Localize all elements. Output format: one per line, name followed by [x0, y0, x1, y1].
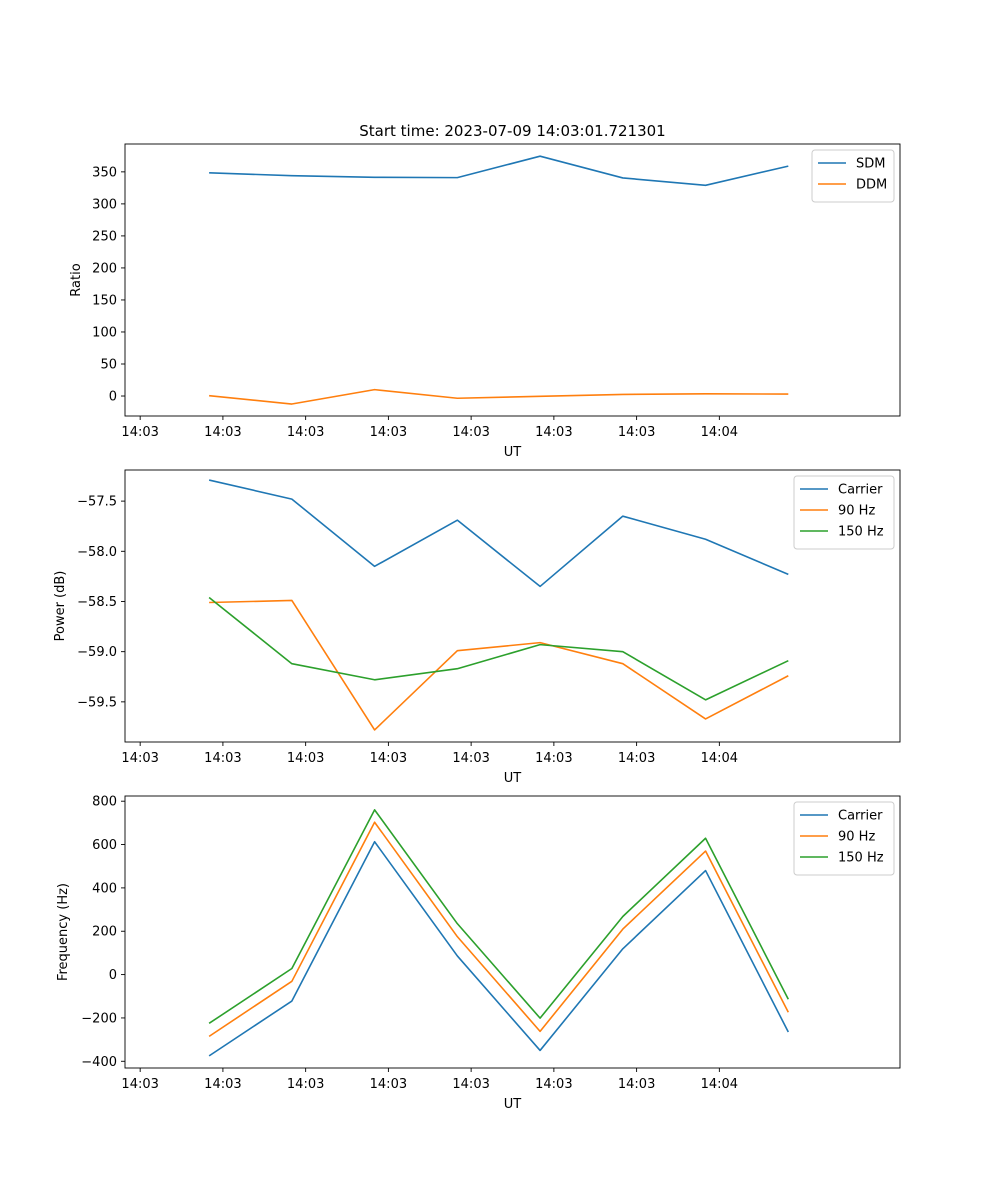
x-tick-label: 14:03 — [370, 425, 407, 440]
y-tick-label: 50 — [100, 357, 117, 372]
subplot-3: 14:03 14:03 14:03 14:03 14:03 14:03 14:03 14:04… — [56, 795, 901, 1112]
x-tick-label: 14:03 — [618, 1077, 655, 1092]
x-tick-label: 14:03 — [121, 425, 158, 440]
axes-frame — [124, 795, 901, 1069]
x-tick-label: 14:03 — [535, 751, 572, 766]
x-tick-label: 14:03 — [287, 1077, 324, 1092]
y-tick-label: −400 — [81, 1055, 117, 1070]
chart-title: Start time: 2023-07-09 14:03:01.721301 — [359, 122, 665, 140]
y-tick-label: 0 — [109, 968, 117, 983]
legend: Carrier 90 Hz 150 Hz — [793, 801, 895, 876]
legend-label: Carrier — [838, 483, 883, 498]
legend-label: 90 Hz — [838, 830, 875, 845]
x-axis-label: UT — [504, 445, 522, 460]
y-tick-label: 600 — [92, 838, 117, 853]
x-tick-label: 14:03 — [287, 425, 324, 440]
y-axis-label: Power (dB) — [53, 571, 68, 642]
y-tick-label: 100 — [92, 325, 117, 340]
y-tick-label: −59.5 — [77, 695, 117, 710]
subplot-1: 14:03 14:03 14:03 14:03 14:03 14:03 14:03 14:04… — [69, 143, 901, 460]
y-tick-label: 200 — [92, 925, 117, 940]
y-tick-label: −58.0 — [77, 545, 117, 560]
series-line-carrier — [208, 840, 790, 1057]
x-tick-label: 14:03 — [370, 1077, 407, 1092]
x-tick-label: 14:04 — [701, 425, 738, 440]
legend-label: 150 Hz — [838, 851, 884, 866]
subplots: 14:03 14:03 14:03 14:03 14:03 14:03 14:03 14:04… — [53, 143, 901, 1112]
x-tick-label: 14:04 — [701, 1077, 738, 1092]
x-tick-label: 14:03 — [452, 751, 489, 766]
x-tick-label: 14:03 — [535, 425, 572, 440]
y-tick-label: 800 — [92, 795, 117, 810]
y-tick-label: −57.5 — [77, 495, 117, 510]
y-tick-label: 0 — [109, 390, 117, 405]
legend-label: 150 Hz — [838, 525, 884, 540]
x-tick-label: 14:04 — [701, 751, 738, 766]
x-axis-label: UT — [504, 771, 522, 786]
x-tick-label: 14:03 — [204, 425, 241, 440]
y-tick-label: 250 — [92, 229, 117, 244]
x-tick-label: 14:03 — [204, 1077, 241, 1092]
series-line-ddm — [209, 388, 789, 405]
x-tick-label: 14:03 — [535, 1077, 572, 1092]
x-tick-label: 14:03 — [204, 751, 241, 766]
x-axis-label: UT — [504, 1097, 522, 1112]
y-tick-label: 300 — [92, 197, 117, 212]
y-tick-label: 200 — [92, 261, 117, 276]
y-axis-label: Ratio — [69, 263, 84, 296]
y-tick-label: −58.5 — [77, 595, 117, 610]
legend-label: Carrier — [838, 809, 883, 824]
x-tick-label: 14:03 — [452, 425, 489, 440]
series-line-150-hz — [208, 809, 790, 1025]
legend: SDM DDM — [811, 149, 895, 203]
x-tick-label: 14:03 — [452, 1077, 489, 1092]
y-tick-label: 350 — [92, 165, 117, 180]
x-tick-label: 14:03 — [287, 751, 324, 766]
y-tick-label: 150 — [92, 293, 117, 308]
x-tick-label: 14:03 — [618, 751, 655, 766]
series-line-150-hz — [208, 596, 789, 701]
subplot-2: 14:03 14:03 14:03 14:03 14:03 14:03 14:03 14:04… — [53, 469, 901, 786]
series-line-carrier — [208, 479, 789, 588]
legend-label: DDM — [856, 178, 887, 193]
series-line-90-hz — [209, 599, 789, 731]
legend: Carrier 90 Hz 150 Hz — [793, 475, 895, 550]
legend-label: SDM — [856, 157, 885, 172]
legend-label: 90 Hz — [838, 504, 875, 519]
y-tick-label: −200 — [81, 1011, 117, 1026]
x-tick-label: 14:03 — [121, 751, 158, 766]
y-tick-label: −59.0 — [77, 645, 117, 660]
y-tick-label: 400 — [92, 881, 117, 896]
x-tick-label: 14:03 — [370, 751, 407, 766]
x-tick-label: 14:03 — [121, 1077, 158, 1092]
x-tick-label: 14:03 — [618, 425, 655, 440]
y-axis-label: Frequency (Hz) — [56, 883, 71, 981]
axes-frame — [124, 469, 901, 743]
series-line-sdm — [209, 155, 789, 187]
axes-frame — [124, 143, 901, 417]
series-line-90-hz — [208, 821, 790, 1038]
